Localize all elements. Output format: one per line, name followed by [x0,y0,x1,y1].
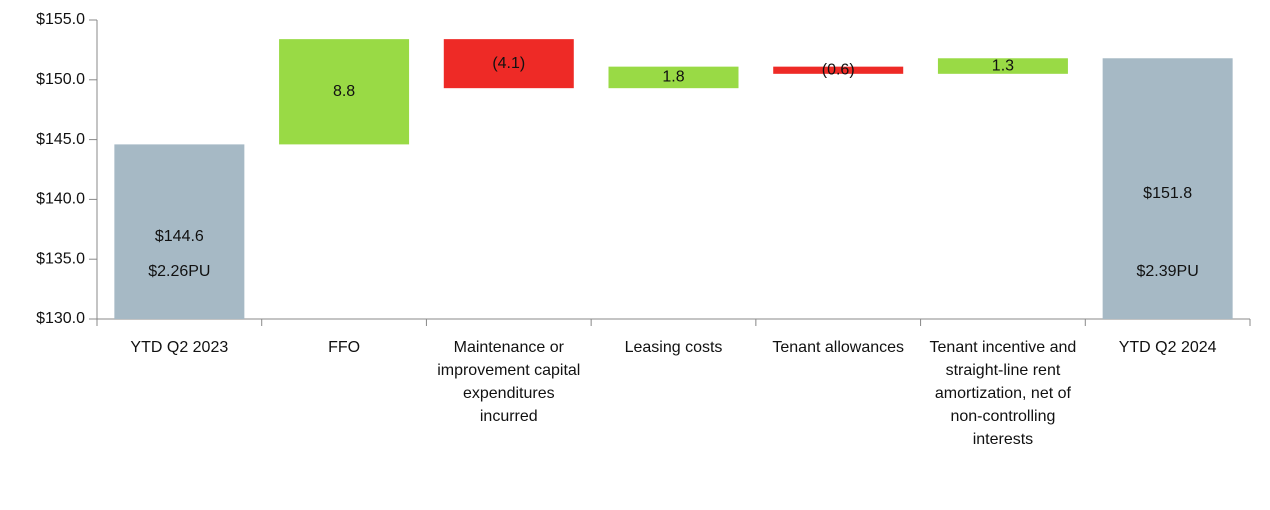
x-tick-label: Tenant allowances [772,339,905,356]
x-tick-label: Tenant incentive and straight-line rent … [929,339,1077,448]
x-tick-label: Maintenance or improvement capital expen… [437,339,581,425]
y-tick-label: $130.0 [36,310,85,327]
bar [279,39,410,145]
bar [608,66,739,89]
bar [1102,58,1233,319]
per-unit-label: $2.39PU [1137,263,1199,280]
y-tick-label: $155.0 [36,11,85,28]
bar [773,66,904,74]
x-tick-label: YTD Q2 2024 [1118,339,1217,356]
x-tick-label: YTD Q2 2023 [130,339,229,356]
value-label: 1.3 [992,57,1014,74]
bar [937,58,1068,74]
value-label: 8.8 [333,83,355,100]
y-tick-label: $135.0 [36,250,85,267]
value-label: (4.1) [492,55,525,72]
y-tick-label: $140.0 [36,191,85,208]
value-label: (0.6) [822,61,855,78]
value-label: $151.8 [1143,185,1192,202]
per-unit-label: $2.26PU [148,263,210,280]
bar [443,39,574,89]
x-tick-label: FFO [328,339,361,356]
y-tick-label: $150.0 [36,71,85,88]
y-tick-label: $145.0 [36,131,85,148]
bar [114,144,245,319]
x-tick-label: Leasing costs [624,339,723,356]
value-label: $144.6 [155,228,204,245]
value-label: 1.8 [662,69,684,86]
